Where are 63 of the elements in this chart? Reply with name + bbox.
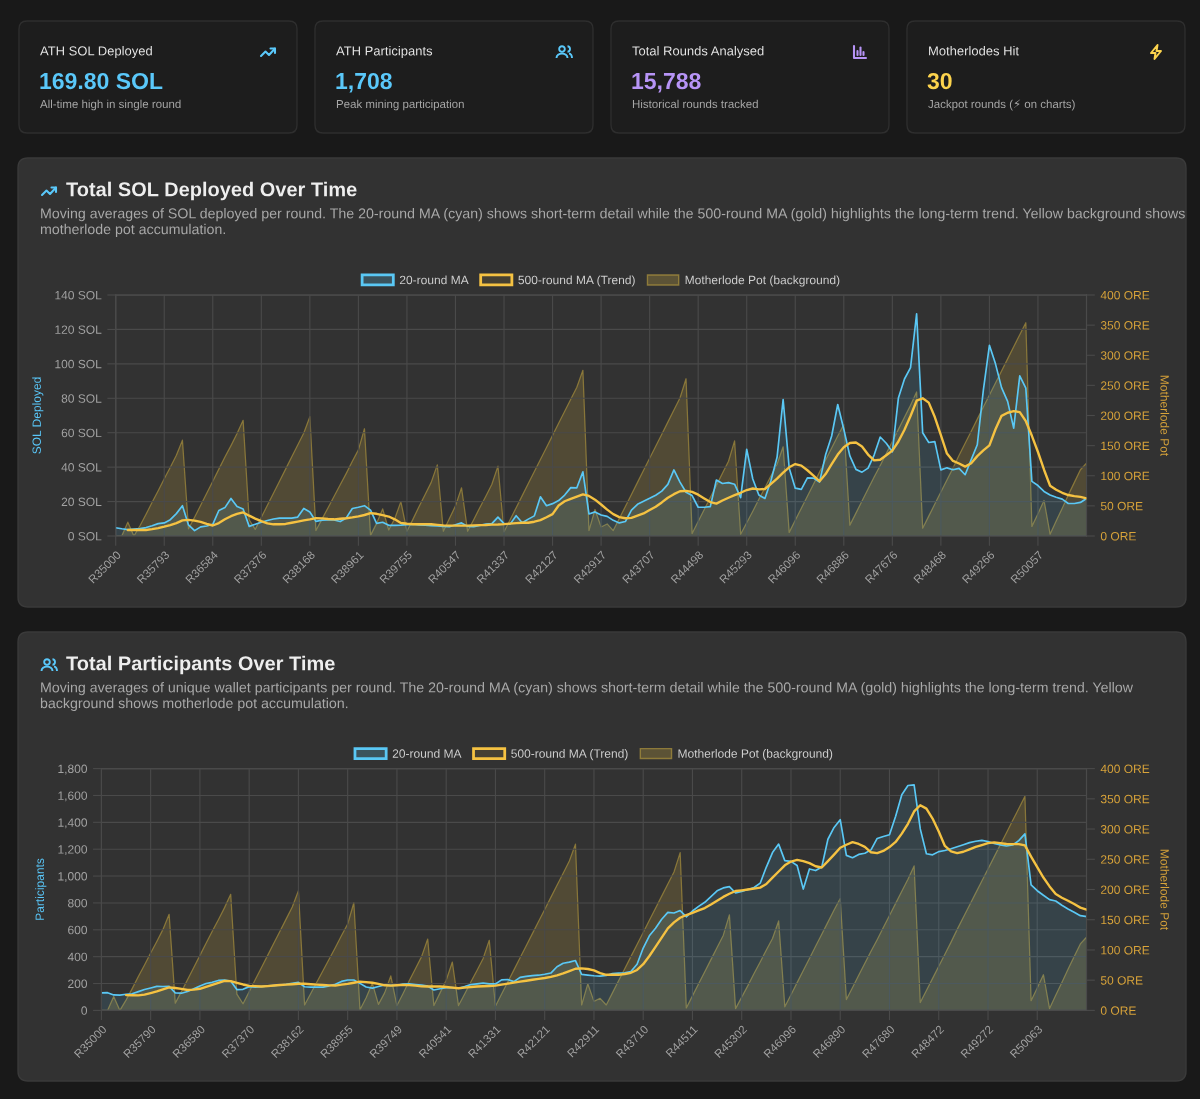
legend-label: Motherlode Pot (background) [685, 275, 840, 287]
text: Peak mining participation [336, 99, 464, 111]
chart-title: Total SOL Deployed Over Time [66, 181, 357, 201]
y-axis-title: Participants [35, 858, 47, 920]
y-tick-label: 20 SOL [61, 497, 102, 507]
y-tick-label: 0 [81, 1006, 88, 1015]
y-tick-label: 600 [68, 925, 88, 935]
y2-axis-title: Motherlode Pot [1160, 849, 1170, 931]
y-tick-label: 60 SOL [61, 428, 102, 438]
text: Total Rounds Analysed [632, 45, 764, 59]
y2-tick-label: 50 ORE [1100, 976, 1143, 985]
y2-tick-label: 150 ORE [1101, 915, 1150, 925]
y2-tick-label: 250 ORE [1100, 855, 1150, 864]
y-tick-label: 800 [68, 898, 88, 908]
y-axis-title: SOL Deployed [32, 377, 44, 454]
y-tick-label: 40 SOL [61, 463, 102, 472]
text: 30 [927, 72, 952, 90]
y-tick-label: 200 [68, 979, 88, 988]
y2-tick-label: 350 ORE [1100, 321, 1150, 330]
y-tick-label: 140 SOL [55, 290, 102, 300]
y-tick-label: 400 [67, 952, 88, 962]
y2-tick-label: 0 ORE [1100, 531, 1136, 541]
legend-label: 500-round MA (Trend) [511, 749, 628, 761]
y2-tick-label: 250 ORE [1100, 381, 1150, 390]
y-tick-label: 100 SOL [55, 359, 102, 369]
y2-tick-label: 400 ORE [1100, 290, 1150, 300]
y2-tick-label: 300 ORE [1100, 825, 1150, 834]
y-tick-label: 1,400 [58, 818, 88, 829]
legend-label: 20-round MA [392, 749, 462, 758]
y-tick-label: 1,200 [58, 845, 88, 856]
text: All-time high in single round [40, 99, 181, 111]
y2-tick-label: 50 ORE [1100, 501, 1143, 511]
y-tick-label: 80 SOL [61, 394, 102, 403]
y2-tick-label: 0 ORE [1100, 1006, 1136, 1015]
text: Jackpot rounds (⚡ on charts) [928, 99, 1075, 111]
text: 169.80 SOL [40, 72, 163, 90]
legend-label: 20-round MA [399, 275, 469, 285]
y2-tick-label: 300 ORE [1100, 351, 1150, 360]
line-series [126, 397, 1087, 532]
y2-axis-title: Motherlode Pot [1160, 375, 1170, 457]
y-tick-label: 1,800 [58, 764, 88, 775]
text: Motherlodes Hit [929, 45, 1019, 56]
y2-tick-label: 100 ORE [1101, 471, 1150, 481]
y-tick-label: 1,000 [58, 872, 88, 882]
y-tick-label: 1,600 [58, 791, 88, 802]
y2-tick-label: 200 ORE [1100, 885, 1150, 894]
chart-subtitle: Moving averages of unique wallet participants per round. The 20-round MA (cyan) shows short-term detail while the 500-round MA (gold) highlights the long-term trend. Yellow background shows motherlode pot accumulation. [40, 682, 1133, 712]
text: 15,788 [632, 72, 701, 93]
text: 1,708 [336, 72, 392, 93]
y2-tick-label: 200 ORE [1100, 411, 1150, 420]
y2-tick-label: 350 ORE [1100, 794, 1150, 804]
y-tick-label: 120 SOL [55, 325, 102, 334]
y-tick-label: 0 SOL [68, 531, 102, 541]
y2-tick-label: 100 ORE [1101, 945, 1150, 955]
text: Historical rounds tracked [632, 99, 758, 109]
chart-subtitle: Moving averages of SOL deployed per round. The 20-round MA (cyan) shows short-term detail while the 500-round MA (gold) highlights the long-term trend. Yellow background shows motherlode pot accumulation. [40, 208, 1185, 238]
text: ATH SOL Deployed [40, 45, 152, 59]
text: ATH Participants [336, 45, 433, 59]
chart-title: Total Participants Over Time [66, 655, 335, 675]
legend-label: 500-round MA (Trend) [518, 275, 635, 287]
legend-label: Motherlode Pot (background) [678, 749, 833, 761]
y2-tick-label: 150 ORE [1101, 441, 1150, 451]
y2-tick-label: 400 ORE [1100, 764, 1150, 774]
